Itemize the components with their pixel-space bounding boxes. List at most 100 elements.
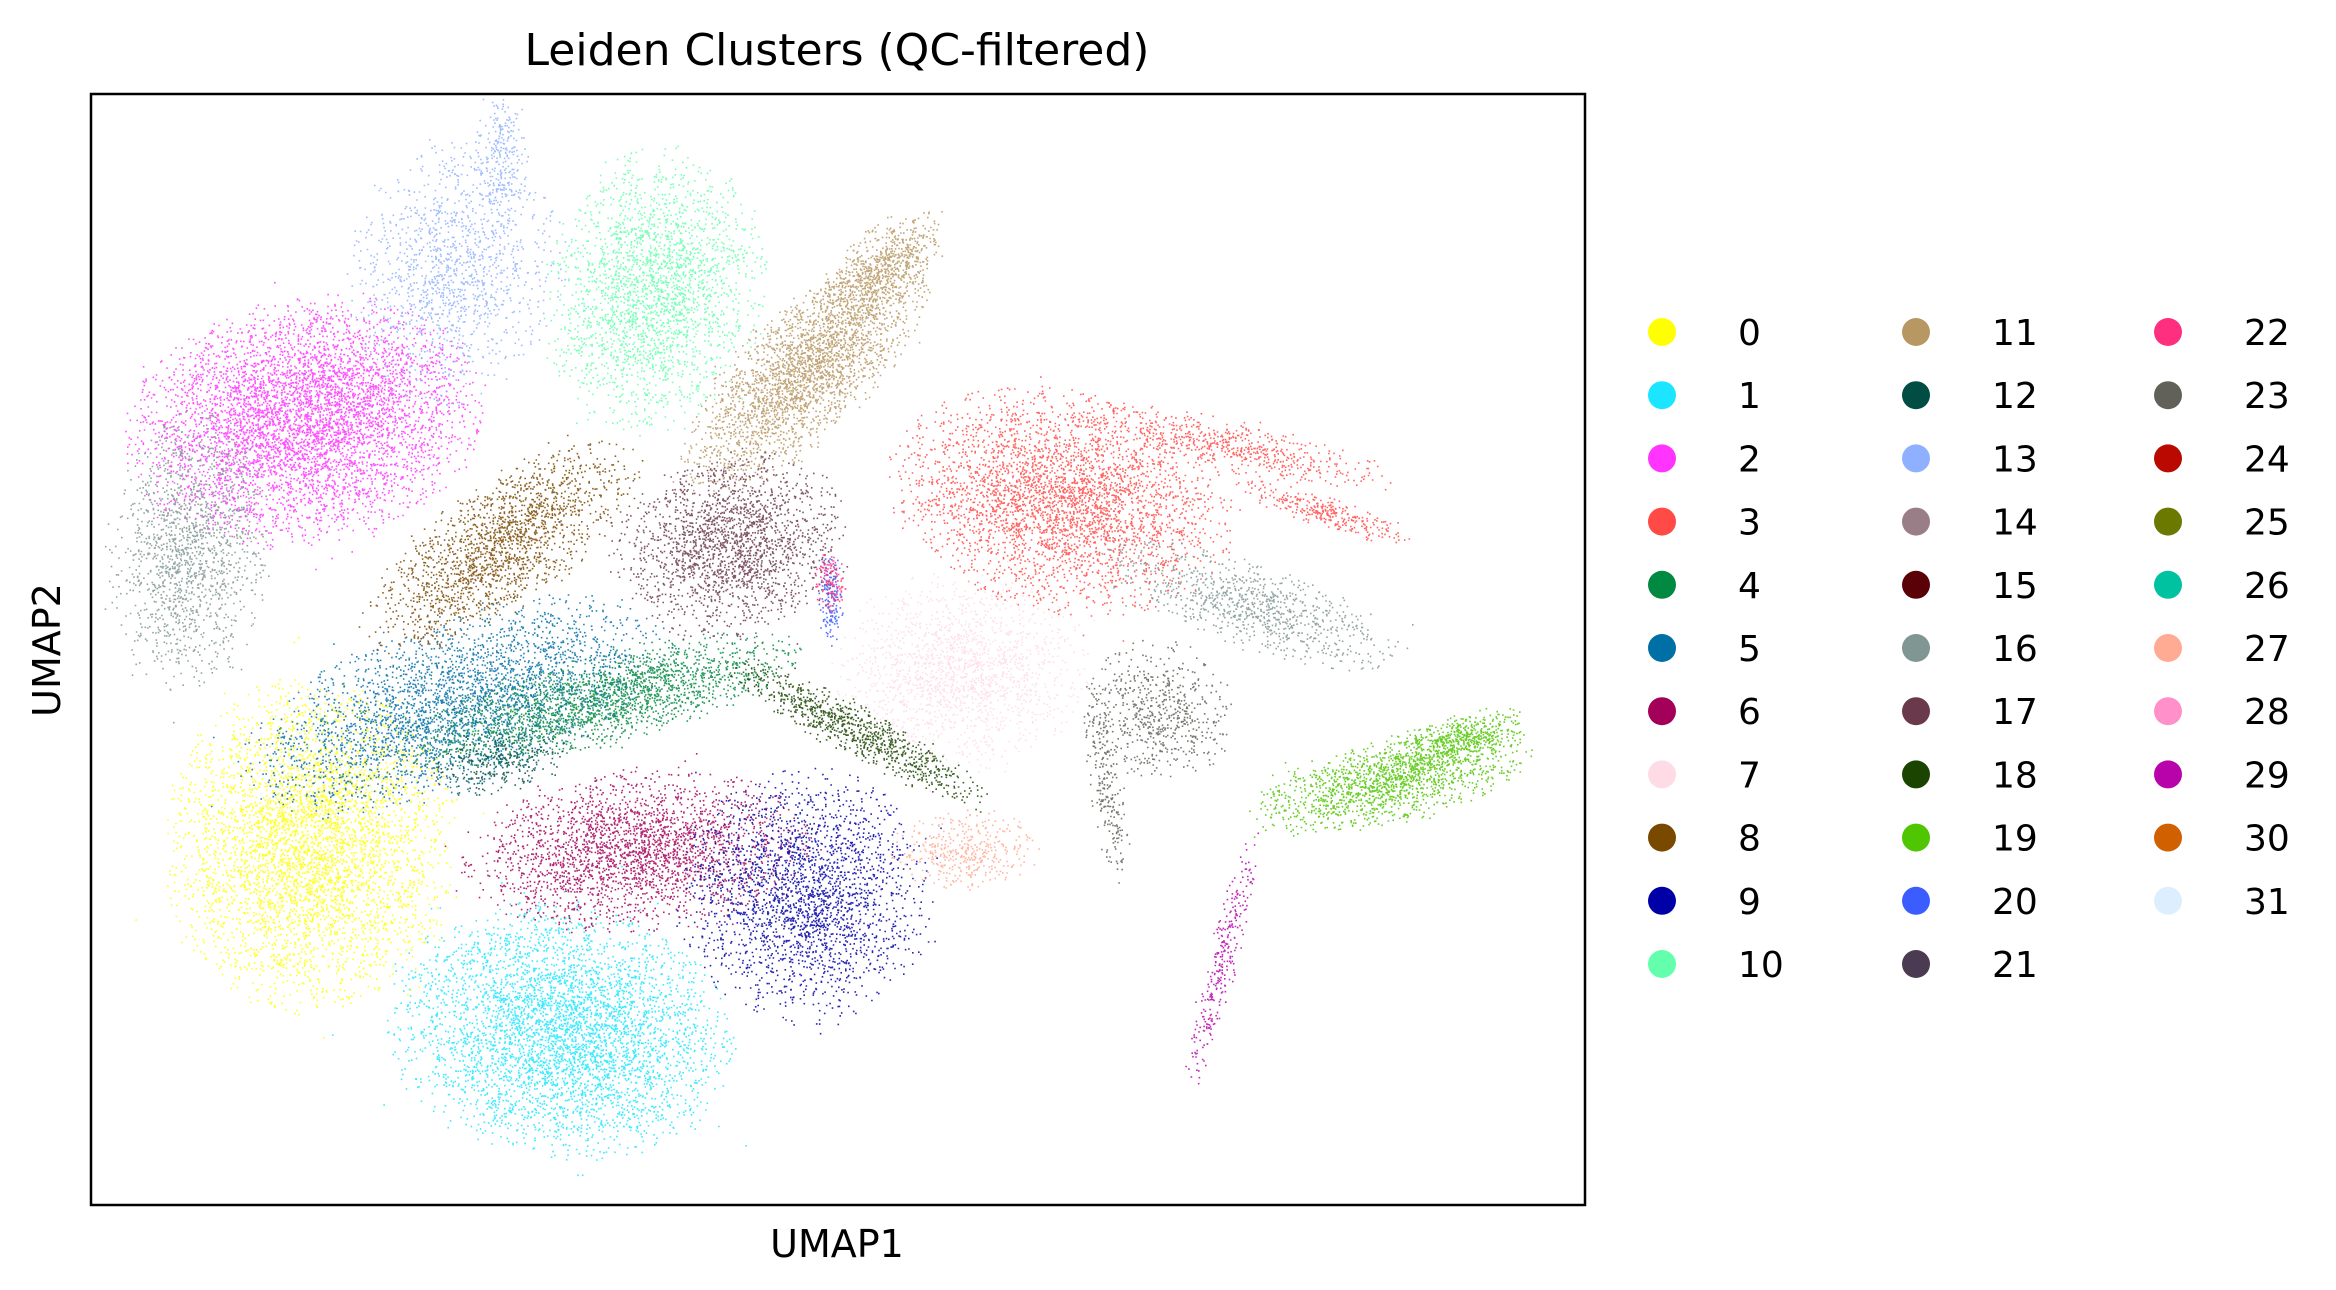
cluster-8-points xyxy=(358,434,644,655)
legend-label: 19 xyxy=(1992,819,2038,860)
legend-marker xyxy=(1902,886,1930,915)
legend-item-10: 10 xyxy=(1648,945,1784,986)
cluster-29-scatter xyxy=(1185,832,1260,1085)
legend-item-18: 18 xyxy=(1902,755,2038,796)
legend-item-22: 22 xyxy=(2154,313,2290,354)
legend-marker xyxy=(1902,697,1930,726)
cluster-4-points xyxy=(356,632,802,779)
legend-label: 23 xyxy=(2244,376,2290,417)
cluster-5-scatter xyxy=(210,594,674,820)
legend-item-8: 8 xyxy=(1648,819,1761,860)
plot-frame xyxy=(89,92,1587,1207)
legend-item-28: 28 xyxy=(2154,692,2290,733)
cluster-17-points xyxy=(599,447,849,645)
legend-marker xyxy=(2154,634,2182,662)
legend-marker xyxy=(2154,823,2182,852)
cluster-5-points xyxy=(210,594,674,820)
cluster-20-scatter xyxy=(818,558,844,647)
legend-marker xyxy=(2154,318,2182,346)
legend-label: 31 xyxy=(2244,882,2290,923)
cluster-4-scatter xyxy=(356,632,802,779)
legend-marker xyxy=(2154,381,2182,410)
legend-label: 3 xyxy=(1738,503,1761,544)
legend-marker xyxy=(1902,381,1930,410)
legend-marker xyxy=(2154,886,2182,915)
x-axis-label: UMAP1 xyxy=(770,1222,904,1266)
legend-label: 30 xyxy=(2244,819,2290,860)
legend-marker xyxy=(1902,570,1930,599)
legend-marker xyxy=(1648,697,1676,726)
legend-item-27: 27 xyxy=(2154,629,2290,670)
legend-item-5: 5 xyxy=(1648,629,1761,670)
legend-label: 27 xyxy=(2244,629,2290,670)
cluster-11-points xyxy=(672,211,944,492)
cluster-20-points xyxy=(818,558,844,647)
legend-label: 25 xyxy=(2244,503,2290,544)
legend-marker xyxy=(1902,318,1930,346)
cluster-12-points xyxy=(437,727,565,796)
legend-item-25: 25 xyxy=(2154,503,2290,544)
legend-marker xyxy=(1648,950,1676,978)
legend-item-1: 1 xyxy=(1648,376,1761,417)
legend-item-26: 26 xyxy=(2154,566,2290,607)
legend-label: 28 xyxy=(2244,692,2290,733)
legend-marker xyxy=(1902,507,1930,536)
legend-label: 24 xyxy=(2244,439,2290,480)
legend-label: 20 xyxy=(1992,882,2038,923)
legend-label: 15 xyxy=(1992,566,2038,607)
legend-marker xyxy=(1902,760,1930,789)
cluster-22-scatter xyxy=(814,554,847,613)
cluster-1-points xyxy=(331,865,747,1177)
legend-item-30: 30 xyxy=(2154,819,2290,860)
cluster-2-points xyxy=(125,281,487,571)
cluster-13-scatter xyxy=(346,98,567,407)
legend-label: 9 xyxy=(1738,882,1761,923)
legend-label: 13 xyxy=(1992,439,2038,480)
legend-marker xyxy=(2154,570,2182,599)
cluster-23-scatter xyxy=(1083,639,1232,884)
legend-item-2: 2 xyxy=(1648,439,1761,480)
legend-label: 22 xyxy=(2244,313,2290,354)
legend-label: 18 xyxy=(1992,755,2038,796)
legend-marker xyxy=(1902,444,1930,473)
legend-label: 7 xyxy=(1738,755,1761,796)
legend-marker xyxy=(1648,318,1676,346)
legend-label: 0 xyxy=(1738,313,1761,354)
legend-item-4: 4 xyxy=(1648,566,1761,607)
cluster-10-points xyxy=(543,145,768,437)
cluster-17-scatter xyxy=(599,447,849,645)
legend-label: 10 xyxy=(1738,945,1784,986)
cluster-9-scatter xyxy=(676,767,942,1035)
legend-label: 2 xyxy=(1738,439,1761,480)
legend-label: 1 xyxy=(1738,376,1761,417)
legend-label: 26 xyxy=(2244,566,2290,607)
legend-marker xyxy=(1902,634,1930,662)
cluster-8-scatter xyxy=(358,434,644,655)
legend-label: 21 xyxy=(1992,945,2038,986)
cluster-18-points xyxy=(727,659,988,813)
legend-item-29: 29 xyxy=(2154,755,2290,796)
legend-item-0: 0 xyxy=(1648,313,1761,354)
legend-marker xyxy=(1648,381,1676,410)
legend-marker xyxy=(1648,760,1676,789)
cluster-13-points xyxy=(346,98,567,407)
cluster-7-points xyxy=(831,560,1100,793)
cluster-22-points xyxy=(814,554,847,613)
legend-item-19: 19 xyxy=(1902,819,2038,860)
legend-label: 14 xyxy=(1992,503,2038,544)
cluster-29-points xyxy=(1185,832,1260,1085)
cluster-9-points xyxy=(676,767,942,1035)
legend-marker xyxy=(2154,507,2182,536)
legend-item-24: 24 xyxy=(2154,439,2290,480)
legend-item-20: 20 xyxy=(1902,882,2038,923)
legend-label: 16 xyxy=(1992,629,2038,670)
legend-item-9: 9 xyxy=(1648,882,1761,923)
legend-marker xyxy=(1648,634,1676,662)
legend-item-3: 3 xyxy=(1648,503,1761,544)
legend-item-12: 12 xyxy=(1902,376,2038,417)
cluster-3-points xyxy=(888,376,1411,642)
legend-marker xyxy=(2154,444,2182,473)
legend-item-7: 7 xyxy=(1648,755,1761,796)
